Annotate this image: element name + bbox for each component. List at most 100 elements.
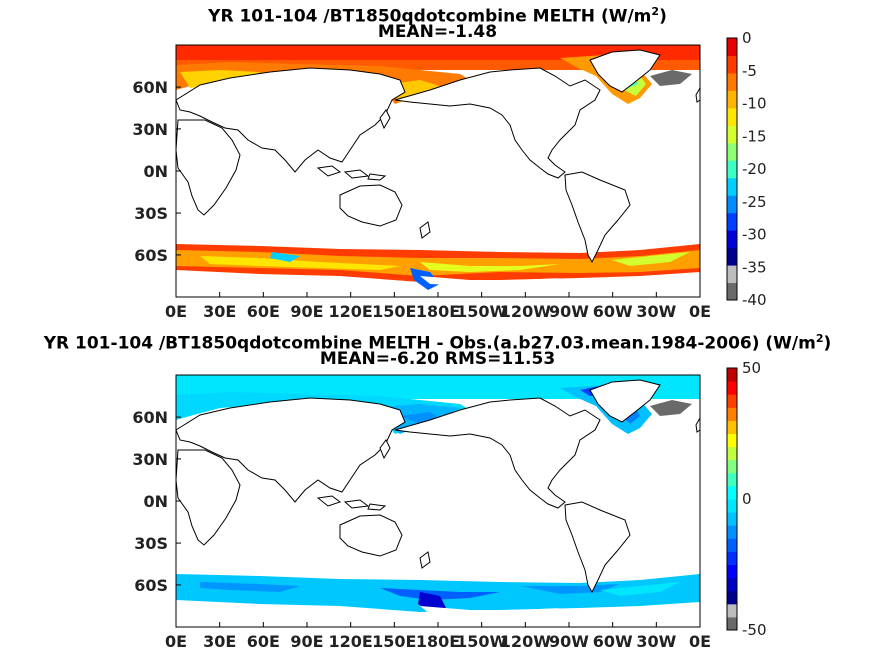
panel2-colorbar-segment (727, 433, 737, 448)
panel2-x-tick-label: 0E (689, 632, 711, 651)
panel1-colorbar-tick-label: -25 (742, 193, 767, 211)
panel1-title: YR 101-104 /BT1850qdotcombine MELTH (W/m… (0, 2, 875, 27)
panel1-colorbar-segment (727, 55, 737, 74)
panel2-colorbar-segment (727, 590, 737, 605)
panel1-x-tick-label: 0E (689, 302, 711, 321)
panel2-colorbar-segment (727, 564, 737, 579)
panel2-colorbar-segment (727, 446, 737, 461)
panel2-colorbar-segment (727, 472, 737, 487)
panel2-x-tick-label: 0E (165, 632, 187, 651)
panel1-x-tick-label: 120E (329, 302, 373, 321)
panel2-x-tick-label: 60W (593, 632, 633, 651)
panel1-colorbar-tick-label: -10 (742, 95, 767, 113)
panel1-y-tick-label: 0N (143, 162, 168, 181)
panel2-title-sup: 2 (815, 332, 824, 345)
panel1-colorbar-segment (727, 125, 737, 144)
panel1-colorbar-segment (727, 177, 737, 196)
panel1-colorbar-segment (727, 282, 737, 301)
panel1-colorbar-tick-label: 0 (742, 29, 752, 47)
panel2-title-text: YR 101-104 /BT1850qdotcombine MELTH - Ob… (43, 333, 816, 354)
panel2-colorbar-segment (727, 603, 737, 618)
panel2-x-tick-label: 150E (372, 632, 416, 651)
panel2-colorbar-segment (727, 420, 737, 434)
panel1-x-tick-label: 30W (636, 302, 676, 321)
panel1-x-tick-label: 0E (165, 302, 187, 321)
panel1-x-tick-label: 150E (372, 302, 416, 321)
panel2-colorbar-segment (727, 368, 737, 382)
panel1-colorbar-segment (727, 212, 737, 231)
panel1-x-tick-label: 150W (456, 302, 507, 321)
panel2-title-close: ) (823, 333, 832, 354)
panel1-x-tick-label: 30E (203, 302, 236, 321)
panel1-colorbar-segment (727, 142, 737, 161)
panel1-y-axis: 60N 30N 0N 30S 60S (132, 78, 181, 265)
panel2-x-tick-label: 30W (636, 632, 676, 651)
panel1-colorbar-tick-label: -40 (742, 291, 767, 309)
panel2-x-tick-label: 120W (500, 632, 551, 651)
panel1-colorbar-segment (727, 230, 737, 249)
panel1-colorbar-segment (727, 72, 737, 91)
panel2-colorbar-segment (727, 512, 737, 526)
panel2-colorbar: 50 0 -50 (726, 359, 767, 639)
panel1-x-tick-label: 120W (500, 302, 551, 321)
panel2-x-tick-label: 90W (549, 632, 589, 651)
panel1-subtitle: MEAN=-1.48 (377, 22, 498, 42)
panel2-map (175, 374, 701, 628)
panel2-colorbar-segment (727, 459, 737, 474)
panel2-y-tick-label: 0N (143, 492, 168, 511)
panel2-y-tick-label: 30N (132, 450, 168, 469)
panel1-colorbar-tick-label: -5 (742, 62, 757, 80)
panel2-x-tick-label: 150W (456, 632, 507, 651)
panel1-antarctic-melt-field (176, 244, 700, 290)
panel1-colorbar-segment (727, 247, 737, 266)
panel1-colorbar-segment (727, 38, 737, 56)
panel1-title-text: YR 101-104 /BT1850qdotcombine MELTH (W/m (208, 6, 652, 27)
panel1-colorbar-segment (727, 90, 737, 109)
panel1-y-tick-label: 60N (132, 78, 168, 97)
panel1-y-tick-label: 60S (134, 246, 168, 265)
panel1-colorbar-segment (727, 107, 737, 126)
panel1-x-tick-label: 60E (247, 302, 280, 321)
panel1-colorbar-tick-label: -30 (742, 226, 767, 244)
panel2-colorbar-tick-label: -50 (742, 621, 767, 639)
panel2-colorbar-segment (727, 551, 737, 565)
panel2-colorbar-tick-label: 50 (742, 359, 761, 377)
panel2-x-tick-label: 120E (329, 632, 373, 651)
panel1-map (175, 44, 701, 298)
panel1-colorbar-segment (727, 265, 737, 284)
panel2-colorbar-segment (727, 538, 737, 552)
panel2-y-tick-label: 60N (132, 408, 168, 427)
panel2-colorbar-segment (727, 499, 737, 513)
panel2-colorbar-frame (726, 367, 738, 631)
panel1-x-tick-label: 180E (416, 302, 460, 321)
panel2-colorbar-segment (727, 525, 737, 539)
panel2-subtitle: MEAN=-6.20 RMS=11.53 (319, 349, 556, 369)
panel1-colorbar-tick-label: -15 (742, 127, 767, 145)
panel1-title-sup: 2 (651, 5, 660, 18)
panel1-colorbar: 0 -5 -10 -15 -20 -25 -30 -35 -40 (726, 29, 767, 309)
panel2-y-axis: 60N 30N 0N 30S 60S (132, 408, 181, 595)
panel2-colorbar-segment (727, 616, 737, 631)
panel1-x-tick-label: 90W (549, 302, 589, 321)
panel2-y-tick-label: 30S (134, 534, 168, 553)
panel2-colorbar-segment (727, 485, 737, 500)
panel1-colorbar-segment (727, 160, 737, 179)
panel1-colorbar-tick-label: -20 (742, 160, 767, 178)
panel2-x-tick-label: 30E (203, 632, 236, 651)
panel2-title: YR 101-104 /BT1850qdotcombine MELTH - Ob… (0, 329, 875, 354)
panel1-y-tick-label: 30S (134, 204, 168, 223)
panel2-colorbar-segment (727, 381, 737, 395)
panel1-colorbar-tick-label: -35 (742, 258, 767, 276)
panel2-colorbar-segment (727, 577, 737, 592)
panel1-y-tick-label: 30N (132, 120, 168, 139)
panel2-colorbar-segment (727, 407, 737, 421)
panel2-x-tick-label: 60E (247, 632, 280, 651)
panel1-x-tick-label: 90E (290, 302, 323, 321)
panel2-x-tick-label: 180E (416, 632, 460, 651)
panel1-x-tick-label: 60W (593, 302, 633, 321)
panel2-colorbar-segment (727, 394, 737, 408)
panel1-colorbar-segment (727, 195, 737, 214)
